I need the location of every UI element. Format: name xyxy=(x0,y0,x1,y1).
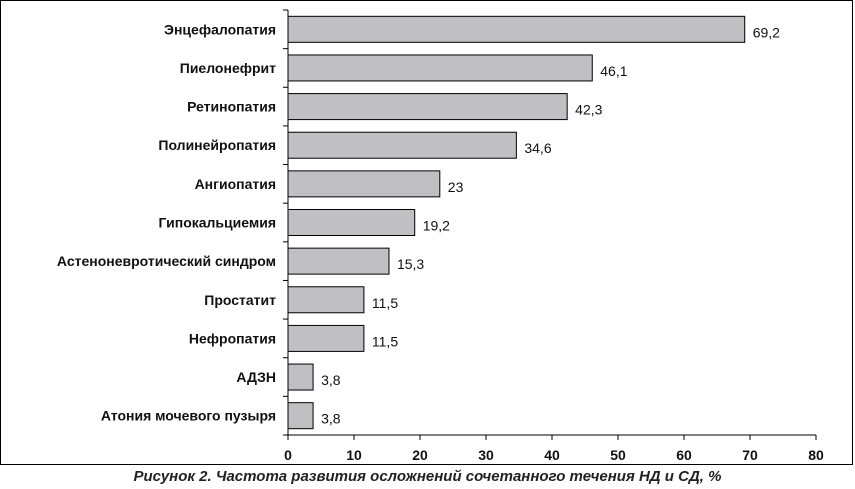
x-tick-label: 0 xyxy=(284,447,292,463)
bar xyxy=(287,247,390,275)
bar xyxy=(287,93,568,121)
x-tick-label: 70 xyxy=(742,447,758,463)
category-label: Нефропатия xyxy=(189,330,276,346)
x-tick-label: 30 xyxy=(478,447,494,463)
chart-frame xyxy=(0,0,853,465)
x-tick-label: 60 xyxy=(676,447,692,463)
bar xyxy=(287,286,365,314)
category-label: Астеноневротический синдром xyxy=(57,253,276,269)
category-label: Энцефалопатия xyxy=(164,21,276,37)
value-label: 19,2 xyxy=(423,218,450,234)
value-label: 3,8 xyxy=(321,411,341,427)
x-tick-label: 10 xyxy=(346,447,362,463)
value-label: 69,2 xyxy=(753,24,780,40)
figure-caption: Рисунок 2. Частота развития осложнений с… xyxy=(133,468,722,485)
x-tick-label: 20 xyxy=(412,447,428,463)
x-tick-label: 40 xyxy=(544,447,560,463)
bar xyxy=(287,402,314,430)
bar-chart: Энцефалопатия 69,2 Пиелонефрит 46,1 Ретинопа… xyxy=(57,9,824,463)
x-tick-label: 50 xyxy=(610,447,626,463)
bar xyxy=(287,15,746,43)
bar xyxy=(287,131,517,159)
bar xyxy=(287,54,593,82)
value-label: 46,1 xyxy=(600,63,627,79)
bar xyxy=(287,170,441,198)
value-label: 3,8 xyxy=(321,372,341,388)
value-label: 42,3 xyxy=(575,102,602,118)
bar xyxy=(287,324,365,352)
x-tick-label: 80 xyxy=(808,447,824,463)
value-label: 15,3 xyxy=(397,256,424,272)
bar xyxy=(287,209,416,236)
category-label: Ретинопатия xyxy=(187,99,276,115)
value-label: 11,5 xyxy=(372,333,398,349)
category-label: АДЗН xyxy=(236,369,276,385)
category-label: Простатит xyxy=(204,292,276,308)
category-label: Гипокальциемия xyxy=(159,215,276,231)
value-label: 11,5 xyxy=(372,295,398,311)
category-label: Атония мочевого пузыря xyxy=(101,408,276,424)
category-label: Ангиопатия xyxy=(195,176,276,192)
value-label: 23 xyxy=(448,179,464,195)
category-label: Пиелонефрит xyxy=(180,60,276,76)
bar xyxy=(287,363,314,391)
value-label: 34,6 xyxy=(524,140,551,156)
category-label: Полинейропатия xyxy=(158,137,276,153)
